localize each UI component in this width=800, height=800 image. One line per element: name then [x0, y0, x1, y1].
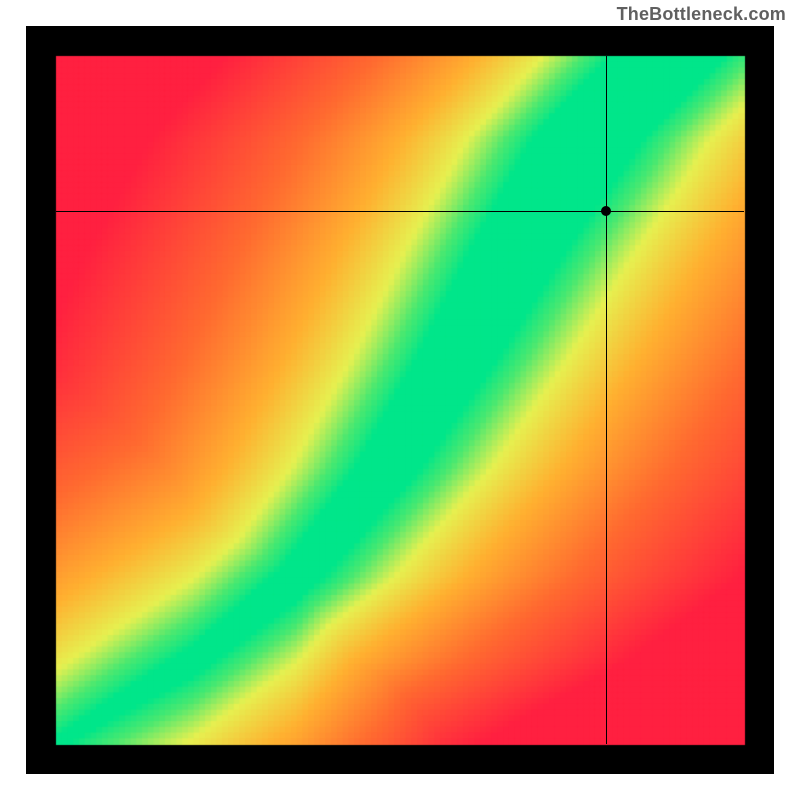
heatmap-canvas [26, 26, 774, 774]
crosshair-marker [601, 206, 611, 216]
chart-container: TheBottleneck.com [0, 0, 800, 800]
watermark-text: TheBottleneck.com [617, 4, 786, 25]
crosshair-vertical [606, 56, 607, 744]
heatmap-plot [26, 26, 774, 774]
crosshair-horizontal [56, 211, 744, 212]
